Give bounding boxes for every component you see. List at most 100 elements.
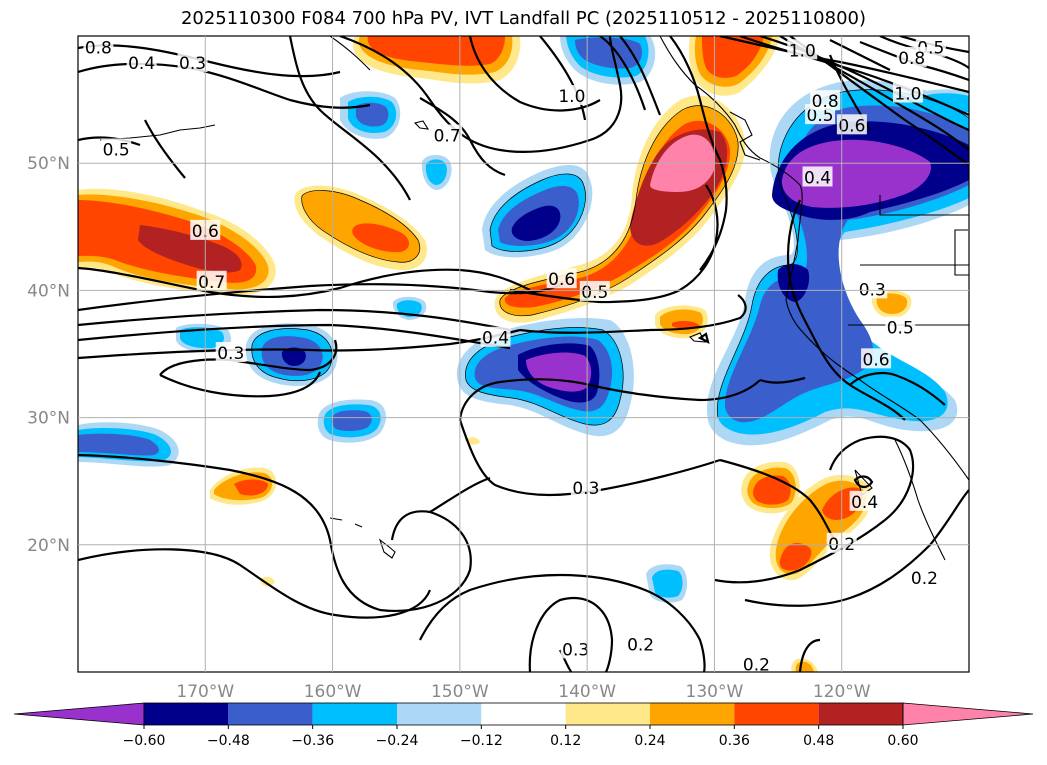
colorbar-segment — [818, 703, 903, 725]
contour-label-text: 0.2 — [743, 656, 770, 676]
colorbar-tick-label: −0.60 — [123, 733, 166, 749]
lat-tick-label: 20°N — [27, 536, 70, 556]
contour-label-text: 0.4 — [482, 329, 509, 349]
map-frame — [77, 35, 970, 673]
contour-label: 0.5 — [101, 138, 132, 160]
contour-label-backing — [896, 46, 927, 67]
contour-label-text: 0.7 — [434, 126, 461, 146]
contour-label: 0.7 — [432, 124, 463, 146]
contour-label-backing — [196, 270, 227, 291]
colorbar-segment — [144, 703, 229, 725]
contour-label-backing — [787, 39, 818, 60]
chart-title: 2025110300 F084 700 hPa PV, IVT Landfall… — [180, 8, 867, 29]
contour-label-text: 0.6 — [838, 116, 865, 136]
contour-label: 0.2 — [625, 633, 656, 655]
contour-label-text: 0.5 — [103, 140, 130, 160]
contour-label: 0.8 — [83, 36, 114, 59]
contour-label: 0.4 — [802, 166, 833, 188]
contour-label-backing — [741, 653, 772, 672]
lon-tick-label: 160°W — [304, 682, 362, 702]
contour-label-text: 0.5 — [887, 319, 914, 339]
colorbar-tick-label: −0.48 — [207, 733, 250, 749]
colorbar-segment — [565, 703, 650, 725]
contour-label-backing — [892, 82, 923, 103]
contour-label: 0.4 — [849, 490, 880, 513]
contour-label: 0.4 — [126, 51, 157, 74]
colorbar-frame — [143, 702, 904, 726]
contour-label: 0.3 — [570, 476, 601, 499]
contour-label-backing — [810, 90, 841, 111]
contour-label-backing — [177, 51, 208, 72]
contour-label-text: 0.4 — [804, 168, 831, 188]
contour-label-backing — [570, 476, 601, 497]
contour-label: 0.6 — [836, 114, 867, 136]
contour-label-text: 0.3 — [572, 479, 599, 499]
contour-label: 0.3 — [177, 51, 208, 74]
colorbar-tick-label: 0.48 — [803, 733, 834, 749]
contour-label-backing — [885, 316, 916, 337]
contour-label-text: 0.6 — [548, 270, 575, 290]
colorbar-segment — [397, 703, 482, 725]
lat-tick-label: 40°N — [27, 281, 70, 301]
contour-label-text: 0.2 — [911, 569, 938, 589]
contour-label-backing — [560, 638, 591, 659]
contour-label-text: 1.0 — [789, 41, 816, 61]
lon-tick-label: 120°W — [813, 682, 871, 702]
contour-label-text: 0.3 — [179, 54, 206, 74]
contour-label-backing — [83, 36, 114, 57]
contour-label-text: 0.4 — [128, 54, 155, 74]
contour-label: 0.5 — [579, 280, 610, 303]
contour-label: 0.2 — [909, 567, 940, 589]
contour-label-text: 0.8 — [85, 39, 112, 59]
contour-label: 1.0 — [892, 82, 923, 105]
lat-tick-label: 30°N — [27, 409, 70, 429]
colorbar-tick-label: 0.36 — [719, 733, 750, 749]
lon-tick-label: 170°W — [176, 682, 234, 702]
contour-label-text: 0.3 — [562, 640, 589, 660]
contour-label: 0.5 — [885, 316, 916, 339]
contour-label-backing — [802, 166, 833, 187]
contour-label-backing — [556, 85, 587, 106]
contour-label: 0.3 — [857, 278, 888, 300]
contour-label-text: 0.8 — [812, 92, 839, 112]
colorbar-segment — [228, 703, 313, 725]
contour-label: 0.6 — [861, 348, 892, 370]
contour-label: 0.4 — [480, 326, 511, 349]
contour-label: 1.0 — [787, 39, 818, 61]
axis-labels: 20°N 30°N 40°N 50°N 170°W 160°W 150°W 140°W 130°… — [27, 154, 871, 702]
lat-tick-label: 50°N — [27, 154, 70, 174]
contour-label-text: 0.4 — [851, 493, 878, 513]
contour-label-backing — [909, 567, 940, 588]
contour-label-backing — [546, 268, 577, 289]
contour-label-text: 0.2 — [627, 635, 654, 655]
lon-tick-label: 140°W — [558, 682, 616, 702]
colorbar-extend-low — [13, 702, 145, 726]
colorbar-tick-label: −0.12 — [460, 733, 503, 749]
lon-tick-label: 130°W — [686, 682, 744, 702]
contour-label-text: 0.6 — [863, 350, 890, 370]
contour-label-backing — [101, 138, 132, 159]
contour-label-backing — [849, 490, 880, 511]
contour-label: 0.3 — [215, 342, 246, 364]
contour-label-text: 0.8 — [898, 49, 925, 69]
colorbar-tick-label: −0.36 — [291, 733, 334, 749]
pv-contours — [78, 36, 969, 672]
colorbar: −0.60 −0.48 −0.36 −0.24 −0.12 0.12 0.24 0.36 0.4… — [13, 702, 1034, 749]
contour-label: 0.2 — [741, 653, 772, 676]
pv-shading: 0.4 0.30.50.60.70.30.71.00.60.50.40.30.3 0… — [78, 36, 969, 676]
colorbar-segment — [734, 703, 819, 725]
colorbar-tick-label: −0.24 — [376, 733, 419, 749]
lon-tick-label: 150°W — [431, 682, 489, 702]
coastlines — [99, 36, 969, 561]
colorbar-segment — [650, 703, 735, 725]
contour-label-backing — [857, 278, 888, 299]
contour-label-text: 0.7 — [198, 273, 225, 293]
contour-label-text: 0.3 — [217, 344, 244, 364]
contour-label: 0.6 — [546, 268, 577, 290]
contour-label-text: 1.0 — [894, 85, 921, 105]
contour-label-text: 1.0 — [558, 87, 585, 107]
contour-label-layer: 0.4 0.30.50.60.70.30.71.00.60.50.40.30.3 0… — [83, 36, 946, 676]
colorbar-tick-label: 0.60 — [887, 733, 918, 749]
contour-label-backing — [836, 114, 867, 135]
